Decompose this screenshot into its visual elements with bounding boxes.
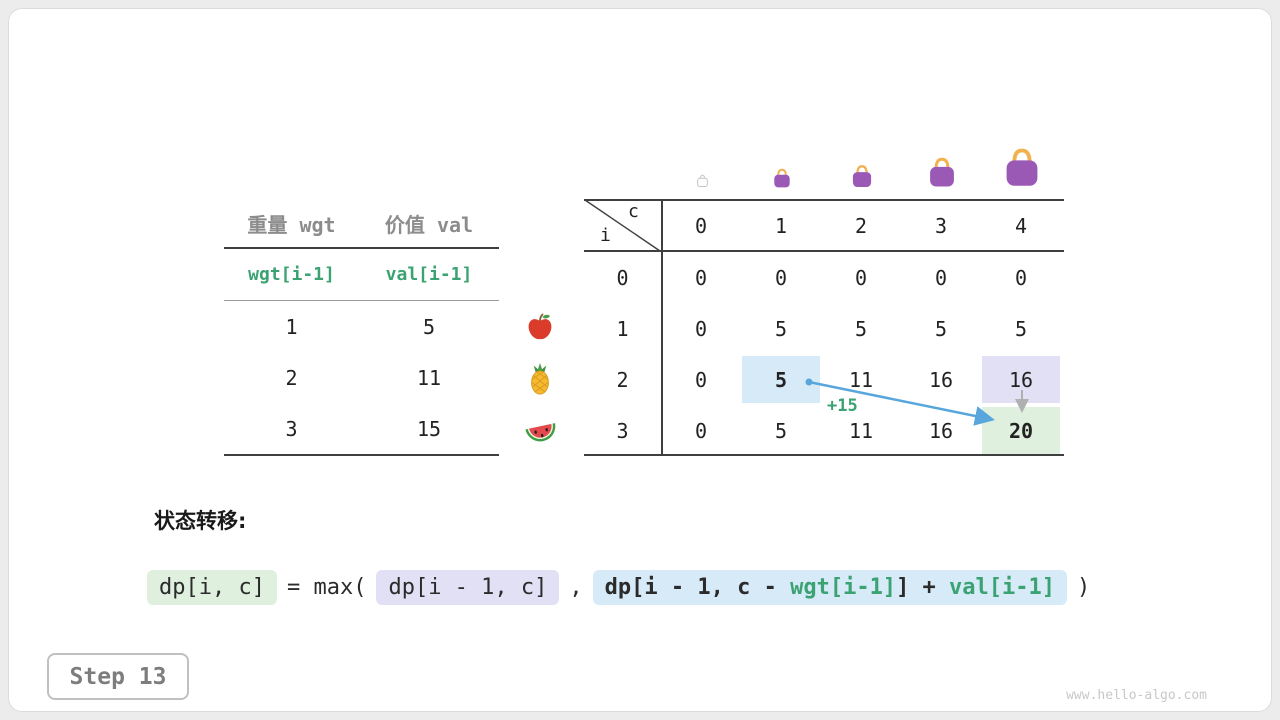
item-table-header-row: 重量 wgt 价值 val	[224, 199, 499, 249]
dp-vertical-line	[661, 199, 663, 456]
dp-row-label-2: 2	[616, 367, 629, 392]
dp-cell-r2-c0: 0	[694, 367, 708, 392]
dp-col-header-0: 0	[694, 213, 708, 238]
item-1-value: 5	[422, 314, 436, 339]
item-3-weight: 3	[285, 416, 298, 441]
dp-row-label-3: 3	[616, 418, 629, 443]
dp-col-header-2: 2	[854, 213, 868, 238]
dp-cell-r0-c0: 0	[694, 265, 708, 290]
diagram-card: 重量 wgt 价值 val wgt[i-1] val[i-1] 1 5 2 11…	[8, 8, 1272, 712]
corner-row-label: i	[600, 225, 611, 246]
formula-arg2-chip: dp[i - 1, c - wgt[i-1]] + val[i-1]	[592, 570, 1068, 605]
formula-eq-max: = max(	[286, 575, 367, 600]
dp-cell-r1-c4: 5	[1014, 316, 1028, 341]
dp-bottom-line	[584, 454, 1064, 456]
handbag-icon-capacity-4	[1000, 145, 1044, 189]
weight-column-header: 重量 wgt	[247, 212, 336, 237]
dp-cell-r1-c2: 5	[854, 316, 868, 341]
pineapple-icon	[524, 363, 556, 395]
plus-value-annotation: +15	[827, 396, 858, 416]
handbag-icon-capacity-1	[771, 167, 793, 189]
item-weight-value-table: 重量 wgt 价值 val wgt[i-1] val[i-1] 1 5 2 11…	[224, 199, 499, 456]
dp-corner-cell: c i	[584, 199, 661, 252]
dp-col-header-4: 4	[1014, 213, 1028, 238]
formula-arg2-wgt: wgt[i-1]	[790, 575, 897, 600]
item-table-code-row: wgt[i-1] val[i-1]	[224, 249, 499, 301]
watermark: www.hello-algo.com	[1066, 688, 1207, 703]
watermelon-icon	[524, 413, 558, 447]
dp-header-line	[584, 250, 1064, 252]
dp-row-label-1: 1	[616, 316, 629, 341]
dp-cell-r3-c3: 16	[928, 418, 954, 443]
dp-highlight-result-cell	[982, 407, 1060, 454]
handbag-icon-capacity-3	[925, 155, 959, 189]
dp-col-header-3: 3	[934, 213, 948, 238]
dp-table: c i 0 1 2 3 4 0 1 2 3 0 0 0 0 0 0 5 5 5 …	[584, 199, 1064, 456]
item-row-3: 3 15	[224, 403, 499, 454]
state-transition-label: 状态转移:	[154, 509, 247, 533]
dp-cell-r1-c0: 0	[694, 316, 708, 341]
dp-row-label-0: 0	[616, 265, 629, 290]
step-label: Step 13	[69, 663, 167, 690]
dp-cell-r1-c1: 5	[774, 316, 788, 341]
blue-transition-arrow	[808, 380, 995, 426]
dp-cell-r3-c1: 5	[774, 418, 788, 443]
dp-cell-r2-c3: 16	[928, 367, 954, 392]
apple-icon	[525, 312, 555, 342]
formula-arg1-chip: dp[i - 1, c]	[376, 570, 560, 605]
dp-col-header-1: 1	[774, 213, 788, 238]
dp-top-line	[584, 199, 1064, 201]
dp-cell-r0-c2: 0	[854, 265, 868, 290]
handbag-icon-capacity-0	[695, 173, 710, 188]
dp-cell-r3-c4: 20	[1008, 418, 1034, 443]
state-transition-formula: dp[i, c] = max( dp[i - 1, c] , dp[i - 1,…	[147, 570, 1090, 605]
wgt-code-label: wgt[i-1]	[248, 264, 335, 285]
formula-close-paren: )	[1077, 575, 1091, 600]
dp-cell-r2-c4: 16	[1008, 367, 1034, 392]
dp-cell-r0-c4: 0	[1014, 265, 1028, 290]
item-3-value: 15	[416, 416, 442, 441]
handbag-icon-capacity-2	[849, 163, 875, 189]
step-indicator: Step 13	[47, 653, 189, 700]
value-column-header: 价值 val	[384, 212, 474, 237]
dp-cell-r1-c3: 5	[934, 316, 948, 341]
formula-lhs-chip: dp[i, c]	[147, 570, 277, 605]
dp-cell-r3-c2: 11	[848, 418, 874, 443]
dp-cell-r3-c0: 0	[694, 418, 708, 443]
item-row-1: 1 5	[224, 301, 499, 352]
val-code-label: val[i-1]	[385, 264, 473, 285]
corner-diagonal-line	[584, 199, 661, 252]
dp-cell-r0-c3: 0	[934, 265, 948, 290]
dp-cell-r0-c1: 0	[774, 265, 788, 290]
item-row-2: 2 11	[224, 352, 499, 403]
corner-col-label: c	[628, 201, 639, 222]
item-2-value: 11	[416, 365, 442, 390]
item-2-weight: 2	[285, 365, 298, 390]
formula-comma: ,	[569, 575, 583, 600]
transition-arrows	[805, 378, 1029, 426]
dp-cell-r2-c1: 5	[774, 367, 788, 392]
formula-arg2-val: val[i-1]	[949, 575, 1056, 600]
formula-arg2-prefix: dp[i - 1, c -	[604, 575, 791, 600]
dp-cell-r2-c2: 11	[848, 367, 874, 392]
formula-arg2-mid: ] +	[896, 575, 950, 600]
item-1-weight: 1	[285, 314, 298, 339]
